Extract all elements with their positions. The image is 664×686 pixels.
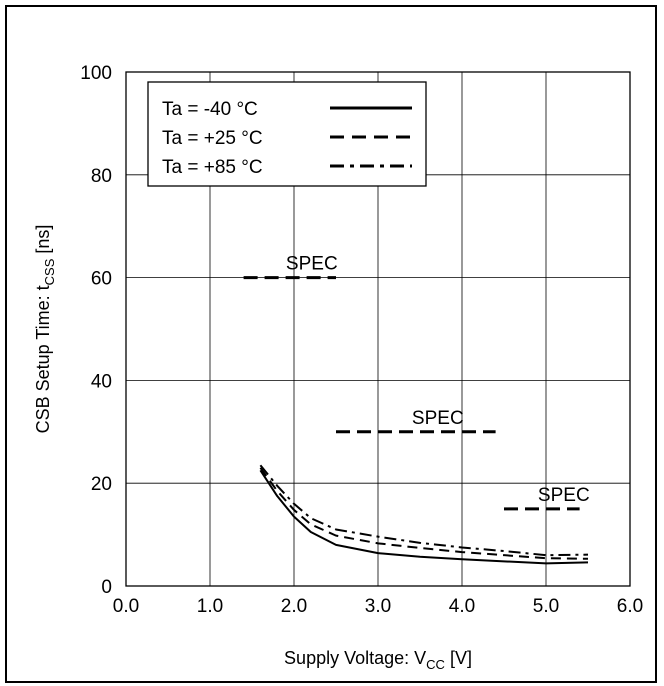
x-tick-label: 1.0 [197,596,223,617]
spec-label: SPEC [538,485,590,506]
y-axis-label-sub: CSS [42,258,57,285]
x-axis-label-main: Supply Voltage: V [284,648,426,668]
legend-item: Ta = +85 °C [162,157,412,178]
x-axis-label: Supply Voltage: VCC [V] [284,648,472,672]
plot-area [125,71,631,587]
y-tick-label: 100 [80,63,112,84]
y-tick-label: 20 [91,474,112,495]
legend-item: Ta = -40 °C [162,99,412,120]
series-line [259,467,589,560]
x-tick-label: 3.0 [365,596,391,617]
y-tick-label: 60 [91,269,112,290]
x-tick-label: 4.0 [449,596,475,617]
legend-label: Ta = -40 °C [162,99,258,120]
series-line [259,464,589,557]
x-axis-label-unit: [V] [445,648,472,668]
chart-frame [5,5,657,683]
legend-item: Ta = +25 °C [162,128,412,149]
legend-label: Ta = +25 °C [162,128,263,149]
y-tick-labels: 0 20 40 60 80 100 [80,63,112,598]
spec-label: SPEC [286,254,338,275]
x-tick-label: 6.0 [617,596,643,617]
x-tick-label: 5.0 [533,596,559,617]
y-axis-label-main: CSB Setup Time: t [33,285,53,433]
y-tick-label: 80 [91,166,112,187]
y-axis-label: CSB Setup Time: tCSS [ns] [33,225,57,434]
y-tick-label: 0 [101,577,112,598]
x-axis-label-sub: CC [426,657,445,672]
series-lines [259,464,589,565]
spec-label: SPEC [412,408,464,429]
x-tick-labels: 0.0 1.0 2.0 3.0 4.0 5.0 6.0 [113,596,643,617]
legend-box [147,81,427,187]
x-tick-label: 0.0 [113,596,139,617]
x-tick-label: 2.0 [281,596,307,617]
y-axis-label-unit: [ns] [33,225,53,259]
y-tick-label: 40 [91,371,112,392]
spec-lines: SPEC SPEC SPEC [243,254,590,511]
series-line [259,469,589,565]
legend-label: Ta = +85 °C [162,157,263,178]
legend: Ta = -40 °C Ta = +25 °C Ta = +85 °C [147,81,427,187]
